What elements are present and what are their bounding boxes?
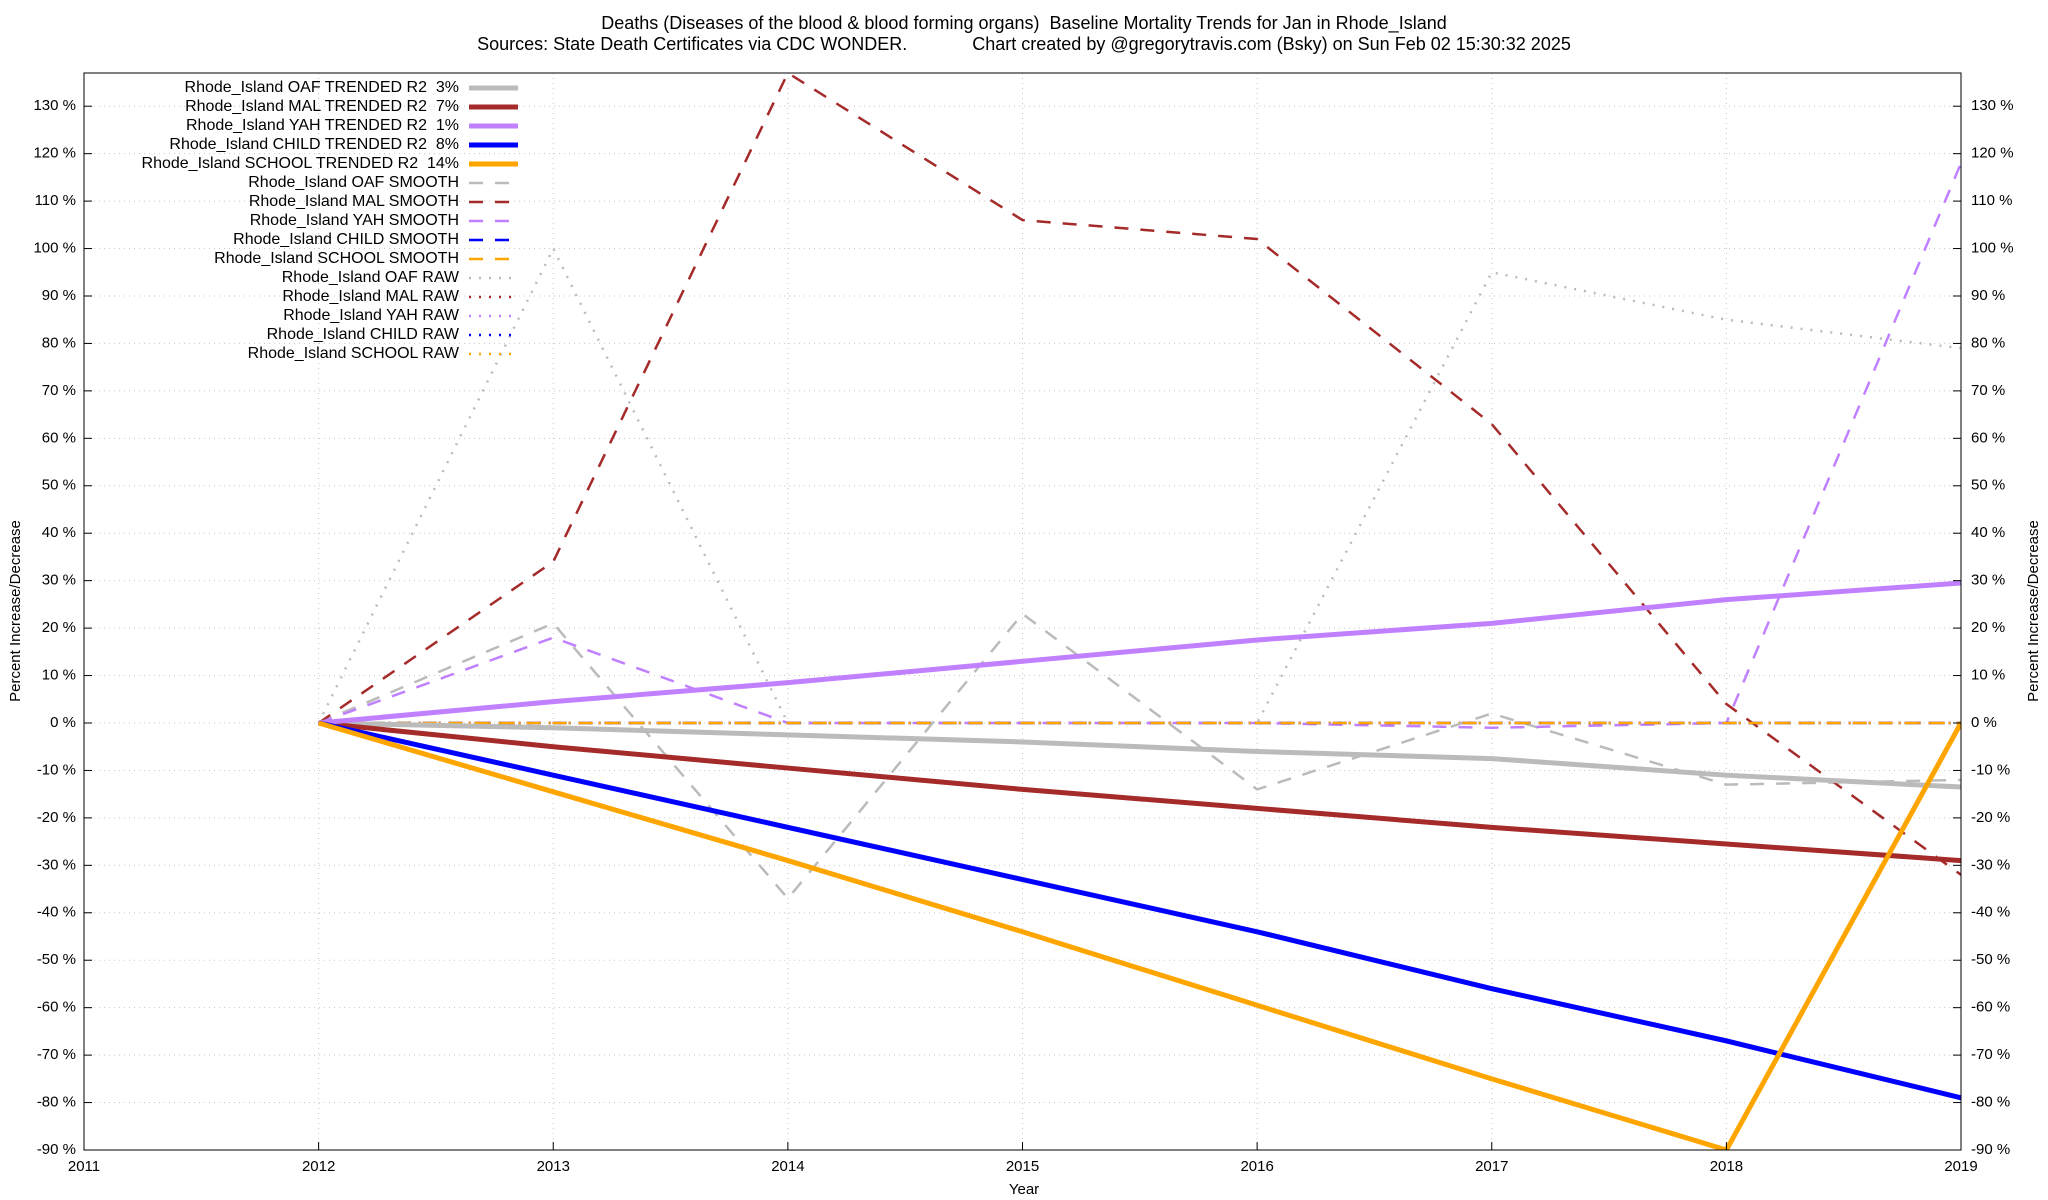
legend-label: Rhode_Island YAH RAW	[283, 307, 460, 324]
y-tick-label: 50 %	[42, 477, 76, 494]
y-tick-label: 100 %	[33, 240, 76, 257]
y-tick-label: -50 %	[37, 951, 76, 968]
y2-tick-label: 60 %	[1971, 429, 2005, 446]
y-tick-label: -90 %	[37, 1141, 76, 1158]
line-series	[318, 720, 1961, 790]
x-tick-label: 2015	[1006, 1158, 1039, 1175]
legend-label: Rhode_Island OAF TRENDED R2 3%	[185, 79, 459, 96]
y-tick-label: 90 %	[42, 287, 76, 304]
y2-tick-label: -70 %	[1971, 1046, 2010, 1063]
y-tick-label: 60 %	[42, 429, 76, 446]
line-series	[318, 162, 1961, 729]
y-tick-label: 130 %	[33, 97, 76, 114]
x-tick-label: 2011	[68, 1158, 100, 1175]
legend-label: Rhode_Island YAH SMOOTH	[250, 212, 459, 229]
y-tick-label: -30 %	[37, 856, 76, 873]
y-tick-label: 0 %	[50, 714, 76, 731]
x-tick-label: 2017	[1475, 1158, 1508, 1175]
y-tick-label: -10 %	[37, 761, 76, 778]
y-tick-label: 70 %	[42, 382, 76, 399]
y2-tick-label: -10 %	[1971, 761, 2010, 778]
y2-tick-label: -80 %	[1971, 1094, 2010, 1111]
legend-label: Rhode_Island MAL TRENDED R2 7%	[185, 98, 459, 115]
y2-tick-label: 80 %	[1971, 334, 2005, 351]
x-tick-label: 2014	[771, 1158, 804, 1175]
x-tick-label: 2013	[537, 1158, 570, 1175]
legend-label: Rhode_Island OAF SMOOTH	[248, 174, 459, 191]
y-tick-label: 110 %	[35, 192, 76, 209]
legend-label: Rhode_Island CHILD SMOOTH	[233, 231, 459, 248]
y2-tick-label: 130 %	[1971, 97, 2014, 114]
y2-tick-label: 120 %	[1971, 145, 2014, 162]
y-tick-label: 120 %	[33, 145, 76, 162]
legend-label: Rhode_Island SCHOOL RAW	[248, 345, 460, 362]
x-tick-label: 2019	[1944, 1158, 1977, 1175]
legend-label: Rhode_Island SCHOOL SMOOTH	[214, 250, 459, 267]
line-series	[318, 720, 1961, 864]
y2-tick-label: 100 %	[1971, 240, 2014, 257]
legend-label: Rhode_Island SCHOOL TRENDED R2 14%	[142, 155, 459, 172]
axes: 2011 2012 2013 2014 2015 2016 2017 2018 2019-90 …	[33, 97, 2013, 1175]
legend-label: Rhode_Island OAF RAW	[282, 269, 460, 286]
y-tick-label: 40 %	[42, 524, 76, 541]
y-tick-label: -80 %	[37, 1094, 76, 1111]
x-tick-label: 2012	[302, 1158, 335, 1175]
y-tick-label: 10 %	[42, 667, 76, 684]
y2-tick-label: -30 %	[1971, 856, 2010, 873]
y-axis-label: Percent Increase/Decrease	[7, 520, 24, 702]
y-tick-label: -60 %	[37, 999, 76, 1016]
y2-tick-label: -50 %	[1971, 951, 2010, 968]
y2-axis-label: Percent Increase/Decrease	[2025, 520, 2042, 702]
y2-tick-label: 10 %	[1971, 667, 2005, 684]
line-series	[317, 73, 1961, 876]
y-tick-label: -20 %	[37, 809, 76, 826]
legend-label: Rhode_Island MAL RAW	[282, 288, 460, 305]
chart-subtitle: Sources: State Death Certificates via CD…	[477, 34, 1571, 54]
y2-tick-label: 40 %	[1971, 524, 2005, 541]
y2-tick-label: -90 %	[1971, 1141, 2010, 1158]
x-axis-label: Year	[1009, 1181, 1039, 1198]
y2-tick-label: 20 %	[1971, 619, 2005, 636]
legend-label: Rhode_Island YAH TRENDED R2 1%	[186, 117, 459, 134]
x-tick-label: 2018	[1710, 1158, 1743, 1175]
chart-title: Deaths (Diseases of the blood & blood fo…	[601, 13, 1446, 34]
line-series	[317, 720, 1961, 1150]
legend: Rhode_Island OAF TRENDED R2 3% Rhode_Isla…	[142, 79, 518, 362]
x-tick-label: 2016	[1240, 1158, 1273, 1175]
y2-tick-label: 90 %	[1971, 287, 2005, 304]
plot-area	[317, 73, 1961, 1150]
y-tick-label: -40 %	[37, 904, 76, 921]
y2-tick-label: 50 %	[1971, 477, 2005, 494]
y2-tick-label: 30 %	[1971, 572, 2005, 589]
y2-tick-label: 70 %	[1971, 382, 2005, 399]
y-tick-label: 20 %	[42, 619, 76, 636]
line-series	[318, 612, 1961, 900]
y-tick-label: 80 %	[42, 334, 76, 351]
line-series	[318, 720, 1961, 1101]
y2-tick-label: 0 %	[1971, 714, 1997, 731]
y-tick-label: 30 %	[42, 572, 76, 589]
y2-tick-label: 110 %	[1971, 192, 2012, 209]
legend-label: Rhode_Island CHILD TRENDED R2 8%	[169, 136, 459, 153]
y2-tick-label: -20 %	[1971, 809, 2010, 826]
legend-label: Rhode_Island MAL SMOOTH	[249, 193, 459, 210]
y2-tick-label: -60 %	[1971, 999, 2010, 1016]
legend-label: Rhode_Island CHILD RAW	[267, 326, 460, 343]
y2-tick-label: -40 %	[1971, 904, 2010, 921]
y-tick-label: -70 %	[37, 1046, 76, 1063]
line-series	[318, 580, 1961, 726]
